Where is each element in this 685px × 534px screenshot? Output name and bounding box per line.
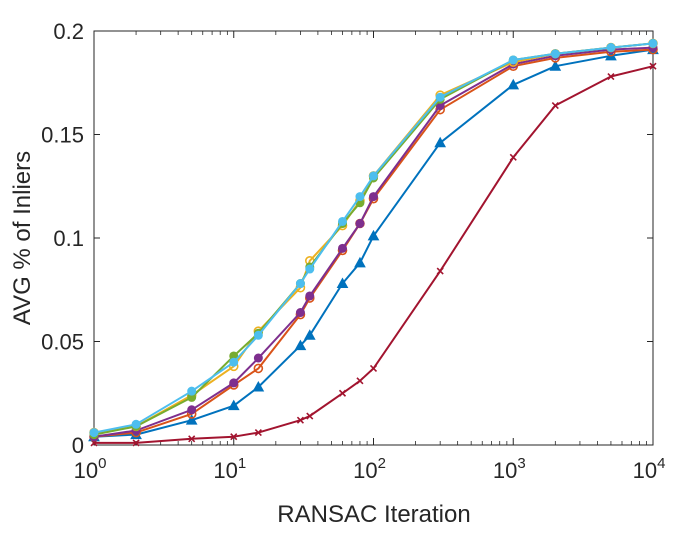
data-point [185, 414, 198, 425]
data-point [305, 264, 315, 274]
data-point [607, 72, 615, 81]
data-point [436, 267, 444, 275]
data-point [187, 405, 197, 415]
data-point [648, 38, 658, 48]
data-point [550, 49, 560, 59]
data-point [338, 389, 347, 397]
data-point [355, 219, 365, 229]
data-point [227, 399, 240, 411]
data-point [509, 153, 517, 161]
data-point [89, 428, 99, 438]
data-point [434, 136, 447, 148]
y-tick-label: 0.15 [41, 123, 84, 148]
data-point [253, 363, 264, 374]
data-point [188, 435, 196, 443]
data-point [253, 330, 263, 340]
data-point [294, 339, 307, 351]
data-point [369, 192, 378, 202]
data-point [230, 433, 238, 441]
y-axis-label: AVG % of Inliers [9, 151, 36, 325]
data-point [354, 256, 366, 268]
y-tick-label: 0.2 [53, 19, 84, 44]
x-tick-label: 100 [74, 455, 107, 483]
series-line [93, 48, 654, 438]
data-point [131, 419, 141, 429]
data-point [508, 55, 518, 65]
data-point [435, 92, 445, 102]
data-point [356, 377, 364, 385]
data-point [507, 78, 520, 90]
data-point [229, 378, 239, 388]
x-tick-label: 102 [353, 455, 386, 483]
series-3 [89, 43, 658, 442]
data-point [254, 429, 262, 437]
series-line [93, 46, 654, 438]
axes-layer: 0 0.05 0.1 0.15 0.2 100 101 102 103 104 [41, 19, 665, 483]
data-point [369, 364, 378, 372]
data-point [355, 192, 365, 202]
series-0 [90, 62, 657, 447]
data-point [337, 243, 347, 253]
data-point [229, 357, 239, 367]
data-point [337, 216, 347, 226]
series-2 [89, 44, 658, 442]
labels-layer: RANSAC Iteration AVG % of Inliers [9, 151, 471, 528]
x-tick-label: 101 [213, 455, 246, 483]
data-point [369, 171, 378, 181]
data-point [336, 277, 349, 289]
y-tick-label: 0 [72, 433, 84, 458]
x-axis-label: RANSAC Iteration [277, 501, 470, 528]
data-point [187, 386, 197, 396]
series-line [94, 65, 654, 444]
data-point [252, 381, 265, 392]
data-point [606, 43, 616, 53]
data-point [253, 353, 263, 363]
y-tick-label: 0.05 [41, 330, 84, 355]
data-point [367, 229, 380, 241]
data-point [296, 416, 304, 424]
series-layer [88, 38, 659, 447]
data-point [295, 308, 305, 318]
series-1 [88, 43, 659, 442]
data-point [295, 279, 305, 289]
data-point [649, 62, 657, 70]
data-point [551, 101, 559, 110]
data-point [306, 412, 314, 420]
data-point [549, 60, 562, 71]
data-point [305, 291, 315, 301]
series-line [93, 48, 654, 438]
data-point [303, 329, 316, 340]
x-tick-label: 104 [633, 455, 666, 483]
y-tick-label: 0.1 [53, 226, 84, 251]
x-tick-label: 103 [493, 455, 526, 483]
data-point [132, 439, 140, 447]
series-6 [89, 38, 658, 438]
